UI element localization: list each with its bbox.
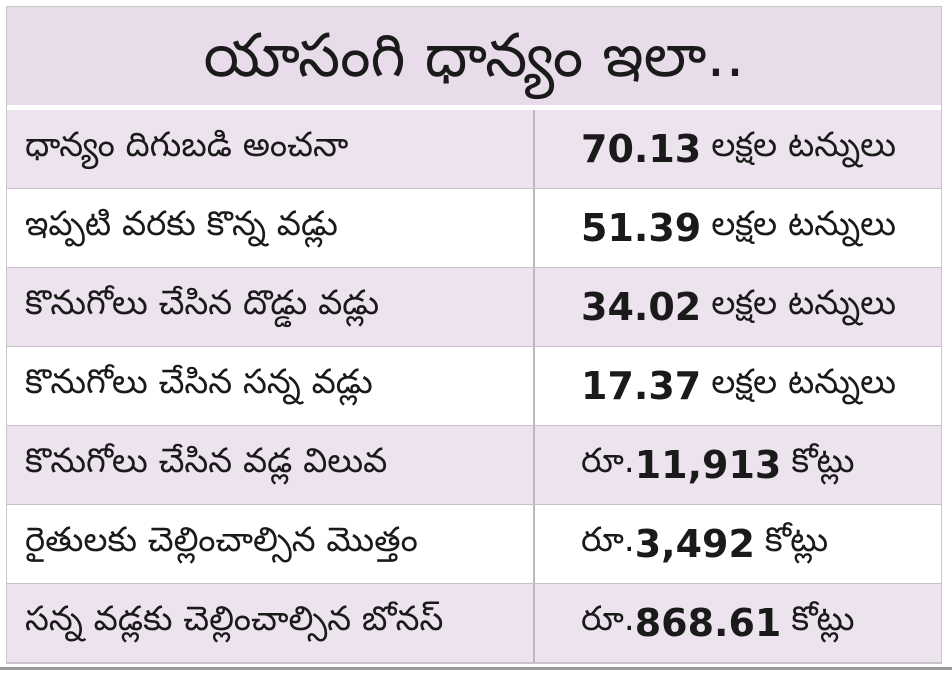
value-number: 3,492 bbox=[634, 522, 755, 566]
row-value: రూ. 868.61 కోట్లు bbox=[535, 584, 941, 662]
value-number: 34.02 bbox=[581, 285, 702, 329]
row-label: కొనుగోలు చేసిన దొడ్డు వడ్లు bbox=[7, 268, 535, 346]
value-number: 11,913 bbox=[634, 443, 782, 487]
row-value: రూ. 3,492 కోట్లు bbox=[535, 505, 941, 583]
row-label: రైతులకు చెల్లించాల్సిన మొత్తం bbox=[7, 505, 535, 583]
row-label: ధాన్యం దిగుబడి అంచనా bbox=[7, 110, 535, 188]
table-body: ధాన్యం దిగుబడి అంచనా 70.13 లక్షల టన్నులు … bbox=[7, 110, 941, 663]
value-prefix: రూ. bbox=[581, 520, 635, 560]
value-number: 868.61 bbox=[634, 601, 782, 645]
table-row: రైతులకు చెల్లించాల్సిన మొత్తం రూ. 3,492 కో… bbox=[7, 505, 941, 584]
table-row: కొనుగోలు చేసిన దొడ్డు వడ్లు 34.02 లక్షల ట… bbox=[7, 268, 941, 347]
value-unit: కోట్లు bbox=[764, 520, 829, 560]
row-value: 51.39 లక్షల టన్నులు bbox=[535, 189, 941, 267]
value-number: 51.39 bbox=[581, 206, 702, 250]
value-prefix: రూ. bbox=[581, 599, 635, 639]
value-unit: లక్షల టన్నులు bbox=[711, 283, 896, 323]
row-value: 70.13 లక్షల టన్నులు bbox=[535, 110, 941, 188]
bottom-divider bbox=[0, 667, 952, 670]
row-label: ఇప్పటి వరకు కొన్న వడ్లు bbox=[7, 189, 535, 267]
table-row: ధాన్యం దిగుబడి అంచనా 70.13 లక్షల టన్నులు bbox=[7, 110, 941, 189]
value-unit: లక్షల టన్నులు bbox=[711, 125, 896, 165]
info-table: యాసంగి ధాన్యం ఇలా.. ధాన్యం దిగుబడి అంచనా… bbox=[6, 6, 942, 664]
table-title: యాసంగి ధాన్యం ఇలా.. bbox=[203, 21, 745, 91]
value-unit: లక్షల టన్నులు bbox=[711, 362, 896, 402]
row-label: కొనుగోలు చేసిన వడ్ల విలువ bbox=[7, 426, 535, 504]
row-value: 17.37 లక్షల టన్నులు bbox=[535, 347, 941, 425]
value-number: 70.13 bbox=[581, 127, 702, 171]
table-row: కొనుగోలు చేసిన వడ్ల విలువ రూ. 11,913 కోట్ల… bbox=[7, 426, 941, 505]
value-prefix: రూ. bbox=[581, 441, 635, 481]
row-value: 34.02 లక్షల టన్నులు bbox=[535, 268, 941, 346]
value-unit: కోట్లు bbox=[791, 599, 855, 639]
row-value: రూ. 11,913 కోట్లు bbox=[535, 426, 941, 504]
row-label: సన్న వడ్లకు చెల్లించాల్సిన బోనస్ bbox=[7, 584, 535, 662]
row-label: కొనుగోలు చేసిన సన్న వడ్లు bbox=[7, 347, 535, 425]
value-unit: కోట్లు bbox=[791, 441, 855, 481]
table-row: ఇప్పటి వరకు కొన్న వడ్లు 51.39 లక్షల టన్ను… bbox=[7, 189, 941, 268]
table-row: కొనుగోలు చేసిన సన్న వడ్లు 17.37 లక్షల టన్… bbox=[7, 347, 941, 426]
title-band: యాసంగి ధాన్యం ఇలా.. bbox=[7, 7, 941, 105]
value-unit: లక్షల టన్నులు bbox=[711, 204, 896, 244]
value-number: 17.37 bbox=[581, 364, 702, 408]
table-row: సన్న వడ్లకు చెల్లించాల్సిన బోనస్ రూ. 868.… bbox=[7, 584, 941, 663]
